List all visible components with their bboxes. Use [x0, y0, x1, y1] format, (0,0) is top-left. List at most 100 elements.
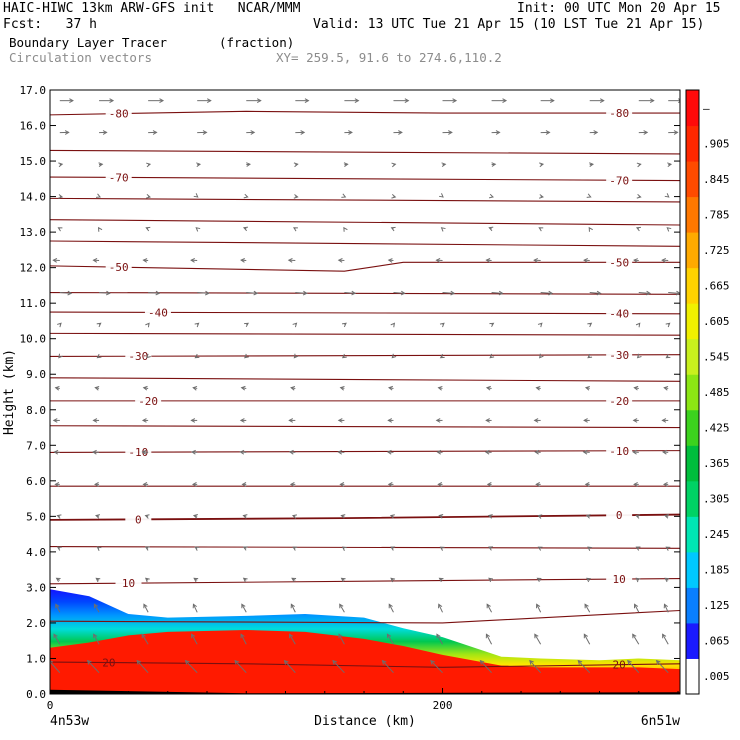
contour-line	[50, 240, 680, 247]
contour-label: -70	[109, 171, 129, 184]
contour-label: 0	[135, 513, 142, 526]
plot-title: HAIC-HIWC 13km ARW-GFS init NCAR/MMM	[3, 1, 301, 16]
wind-vector	[486, 604, 493, 613]
colorbar-swatch	[686, 338, 699, 375]
wind-vector-head	[440, 227, 446, 232]
wind-vector-head	[448, 130, 453, 135]
wind-vector	[589, 292, 601, 294]
contour-label-bg	[105, 107, 132, 120]
contour-line	[50, 332, 680, 336]
wind-vector-head	[141, 449, 147, 455]
wind-vector-head	[242, 577, 248, 583]
x-tick-label: 0	[47, 699, 54, 712]
wind-vector-head	[241, 603, 246, 609]
y-tick-label: 9.0	[26, 368, 46, 381]
contour-label: 10	[122, 577, 135, 590]
contour-line	[50, 425, 680, 429]
wind-vector-head	[391, 193, 397, 199]
wind-vector-head	[537, 322, 543, 328]
wind-vector-head	[146, 353, 151, 359]
wind-vector-head	[52, 418, 58, 423]
colorbar-label: .005	[703, 670, 730, 683]
wind-vector-head	[240, 633, 245, 639]
contour-line	[50, 291, 680, 295]
colorbar-label: .125	[703, 599, 730, 612]
wind-vector-head	[56, 514, 62, 519]
vector-name: Circulation vectors	[9, 50, 152, 65]
x-axis-label: Distance (km)	[314, 714, 416, 729]
y-tick-label: 14.0	[20, 191, 47, 204]
wind-vector	[59, 292, 72, 294]
wind-vector	[290, 604, 296, 613]
valid-time: Valid: 13 UTC Tue 21 Apr 15 (10 LST Tue …	[313, 17, 705, 32]
wind-vector-head	[438, 514, 444, 519]
wind-vector	[664, 604, 669, 613]
colorbar-label: .305	[703, 493, 730, 506]
contour-label-bg	[606, 256, 633, 269]
wind-vector-head	[582, 449, 588, 455]
wind-vector-head	[96, 322, 102, 328]
wind-vector-head	[634, 603, 639, 609]
wind-vector-head	[663, 603, 668, 609]
wind-vector-head	[145, 322, 150, 328]
wind-vector	[436, 634, 443, 645]
wind-vector-head	[585, 514, 591, 519]
colorbar-swatch	[686, 480, 699, 517]
wind-vector-head	[93, 633, 98, 639]
wind-vector-head	[439, 322, 445, 328]
contour-label-bg	[125, 446, 152, 459]
wind-vector-head	[485, 633, 491, 639]
wind-vector-head	[662, 449, 667, 455]
field-name: Boundary Layer Tracer	[9, 35, 168, 50]
colorbar-label: .665	[703, 279, 730, 292]
colorbar-swatch	[686, 267, 699, 304]
wind-vector	[344, 292, 356, 294]
wind-vector-head	[533, 418, 539, 423]
wind-vector-head	[436, 633, 441, 639]
wind-vector-head	[627, 659, 632, 665]
colorbar-swatch	[686, 587, 699, 624]
wind-vector-head	[94, 386, 100, 391]
wind-vector-head	[95, 514, 101, 519]
wind-vector-head	[391, 162, 397, 168]
contour-line	[50, 149, 680, 155]
wind-vector-head	[193, 193, 199, 198]
contour-label: -20	[138, 395, 158, 408]
contour-label-bg	[606, 509, 633, 522]
contour-line	[50, 609, 680, 624]
contour-label-bg	[105, 261, 132, 274]
wind-vector-head	[586, 193, 592, 198]
wind-vector-head	[665, 353, 671, 359]
contour-label: -40	[148, 306, 168, 319]
colorbar-label: .725	[703, 244, 730, 257]
colorbar-label: .485	[703, 386, 730, 399]
contour-label-bg	[606, 307, 633, 320]
wind-vector-head	[430, 659, 435, 665]
colorbar-swatch	[686, 658, 699, 695]
wind-vector-head	[288, 449, 294, 455]
contour-label: -40	[609, 308, 629, 321]
wind-vector-head	[348, 130, 353, 135]
contour-label-bg	[105, 171, 132, 184]
contour-label-bg	[606, 444, 633, 457]
wind-vector	[99, 292, 110, 294]
wind-vector-head	[141, 633, 146, 639]
wind-vector-head	[339, 603, 344, 609]
wind-vector-head	[95, 193, 101, 198]
wind-vector-head	[190, 258, 195, 263]
wind-vector-head	[242, 226, 248, 232]
wind-vector-head	[54, 385, 60, 391]
wind-vector	[240, 634, 247, 645]
contour-label: -30	[128, 350, 148, 363]
wind-vector-head	[438, 603, 443, 609]
wind-vector-head	[390, 546, 396, 551]
y-tick-label: 17.0	[20, 84, 47, 97]
wind-vector-head	[386, 633, 392, 639]
colorbar-swatch	[686, 551, 699, 588]
wind-vector-head	[663, 385, 669, 391]
contour-label: -80	[109, 108, 129, 121]
wind-vector-head	[300, 130, 306, 135]
wind-vector-head	[635, 226, 641, 232]
contour-label-bg	[135, 394, 162, 407]
wind-vector-head	[583, 633, 588, 639]
